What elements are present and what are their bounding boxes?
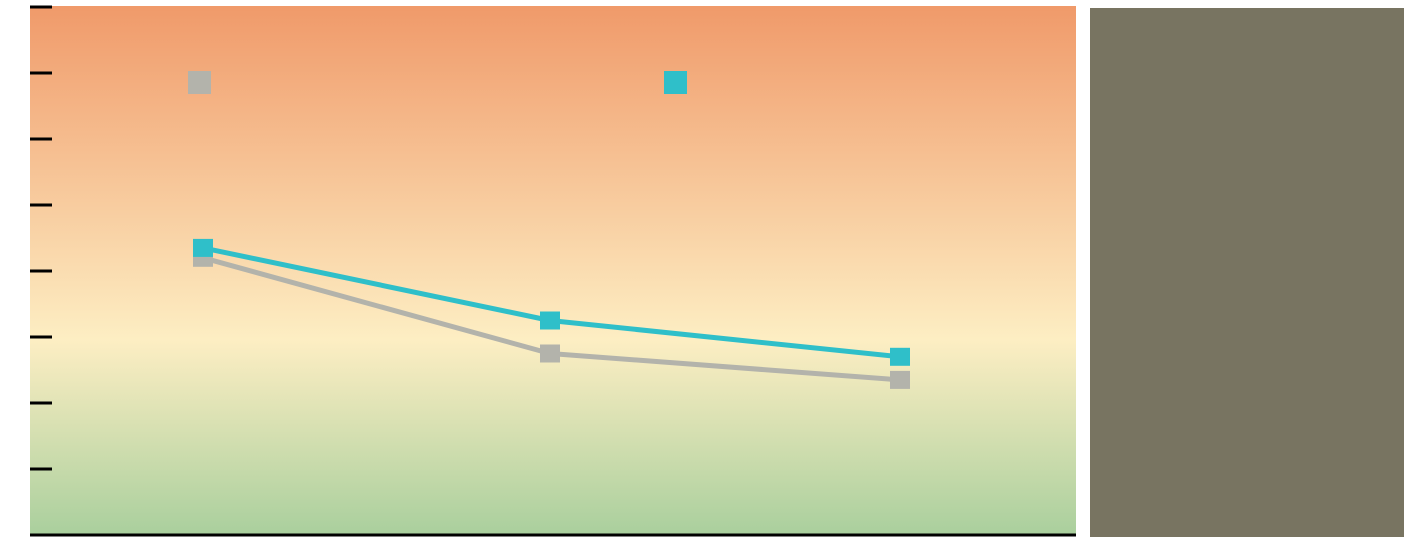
series-1-point-0 — [193, 238, 213, 257]
legend — [188, 71, 687, 94]
series-0-point-2 — [890, 370, 910, 389]
series-layer — [193, 238, 910, 389]
side-panel — [1090, 8, 1404, 537]
legend-marker-1 — [664, 71, 687, 94]
legend-marker-0 — [188, 71, 211, 94]
series-0-point-1 — [540, 344, 560, 363]
plot-background — [30, 6, 1076, 536]
series-1-point-2 — [890, 347, 910, 366]
series-1-point-1 — [540, 311, 560, 330]
